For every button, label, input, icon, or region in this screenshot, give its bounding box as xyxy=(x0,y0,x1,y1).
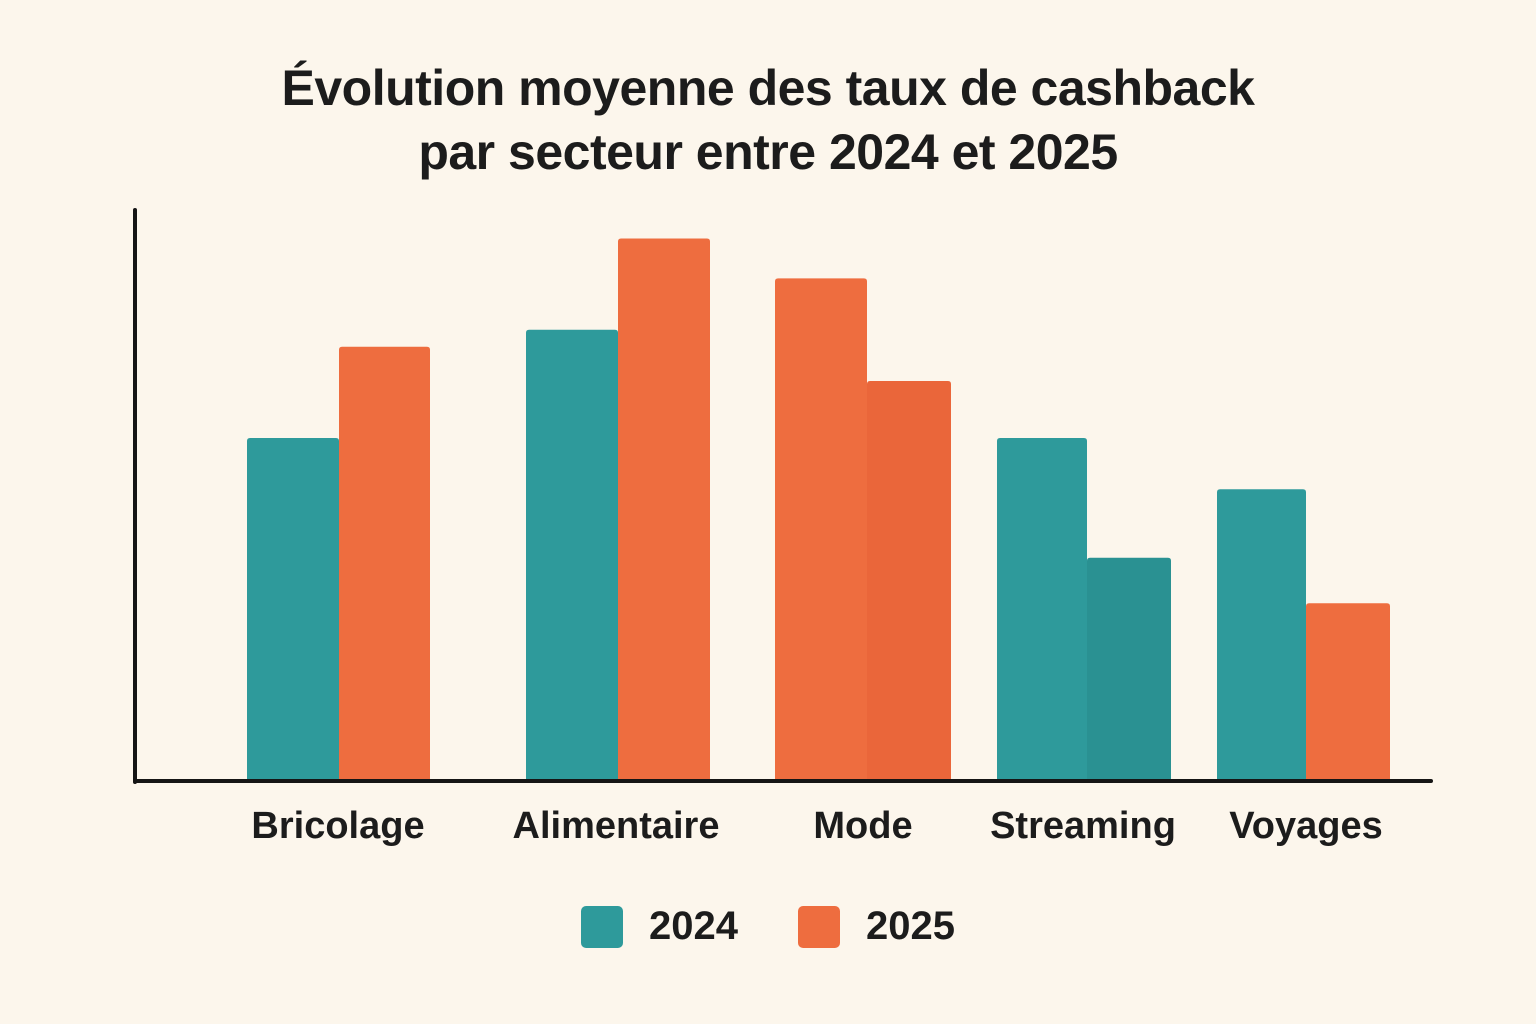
bar-bricolage-2025 xyxy=(339,346,430,780)
bar-streaming-2024 xyxy=(997,438,1087,780)
bar-voyages-2024 xyxy=(1217,489,1306,780)
x-tick-label-alimentaire: Alimentaire xyxy=(513,805,720,847)
bar-voyages-2025 xyxy=(1306,603,1390,780)
bar-bricolage-2024 xyxy=(247,438,339,780)
bars-group xyxy=(247,238,1390,780)
x-tick-label-bricolage: Bricolage xyxy=(251,805,424,847)
bar-mode-2024 xyxy=(775,278,867,780)
bar-streaming-2025 xyxy=(1087,557,1171,780)
bar-alimentaire-2025 xyxy=(618,238,710,780)
x-tick-labels: Bricolage Alimentaire Mode Streaming Voyages xyxy=(251,805,1382,847)
x-tick-label-mode: Mode xyxy=(813,805,912,847)
legend-item-2024[interactable]: 2024 xyxy=(581,904,738,949)
bar-mode-2025 xyxy=(867,381,951,780)
chart-title-line-2: par secteur entre 2024 et 2025 xyxy=(418,124,1118,180)
legend-swatch-2025 xyxy=(798,905,840,948)
chart-title: Évolution moyenne des taux de cashback p… xyxy=(0,56,1536,184)
legend: 2024 2025 xyxy=(0,904,1536,949)
legend-label-2024: 2024 xyxy=(649,904,738,948)
legend-swatch-2024 xyxy=(581,905,624,948)
chart-title-line-1: Évolution moyenne des taux de cashback xyxy=(281,60,1255,116)
legend-item-2025[interactable]: 2025 xyxy=(798,904,955,949)
legend-label-2025: 2025 xyxy=(866,904,955,948)
x-tick-label-streaming: Streaming xyxy=(990,805,1176,847)
bar-alimentaire-2024 xyxy=(526,329,618,780)
x-tick-label-voyages: Voyages xyxy=(1229,805,1382,847)
